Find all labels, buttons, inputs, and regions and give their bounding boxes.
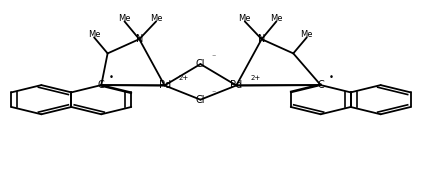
Text: C: C (317, 80, 324, 90)
Text: 2+: 2+ (179, 75, 189, 81)
Text: •: • (109, 74, 114, 82)
Text: ⁻: ⁻ (211, 88, 216, 97)
Text: Me: Me (150, 14, 162, 23)
Text: Me: Me (118, 14, 131, 23)
Text: Pd: Pd (230, 80, 242, 90)
Text: Cl: Cl (196, 95, 205, 105)
Text: C: C (98, 80, 105, 90)
Text: Pd: Pd (159, 80, 170, 90)
Text: Me: Me (238, 14, 251, 23)
Text: 2+: 2+ (251, 75, 261, 81)
Text: N: N (258, 34, 265, 44)
Text: ⁻: ⁻ (211, 53, 216, 61)
Text: Me: Me (270, 14, 283, 23)
Text: Me: Me (300, 30, 313, 39)
Text: N: N (135, 34, 143, 44)
Text: •: • (328, 74, 333, 82)
Text: Me: Me (88, 30, 100, 39)
Text: Cl: Cl (196, 59, 205, 69)
